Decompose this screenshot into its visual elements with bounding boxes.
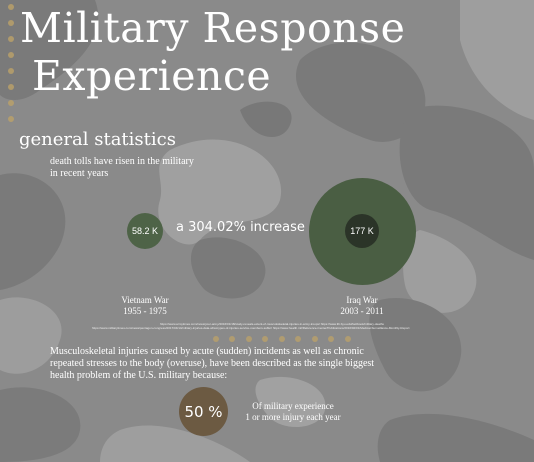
iraq-war-label: Iraq War 2003 - 2011 — [307, 295, 417, 317]
decorative-dot — [8, 20, 14, 26]
iraq-deaths-core: 177 K — [345, 214, 379, 248]
page-title: Military Response Experience — [20, 4, 405, 100]
decorative-dot — [8, 116, 14, 122]
injury-caption-line-1: Of military experience — [252, 401, 334, 411]
decorative-dot — [278, 336, 285, 342]
decorative-dot — [8, 68, 14, 74]
vietnam-war-name: Vietnam War — [121, 295, 169, 305]
iraq-war-name: Iraq War — [346, 295, 378, 305]
iraq-deaths-value: 177 K — [350, 226, 374, 236]
page-title-line-2: Experience — [32, 52, 272, 100]
decorative-dot — [8, 100, 14, 106]
injury-percent-caption: Of military experience 1 or more injury … — [233, 401, 353, 423]
vietnam-deaths-bubble: 58.2 K — [127, 213, 163, 249]
vietnam-war-label: Vietnam War 1955 - 1975 — [90, 295, 200, 317]
decorative-dot — [8, 84, 14, 90]
injury-percent-value: 50 % — [184, 402, 223, 421]
decorative-dot — [262, 336, 269, 342]
decorative-dot — [295, 336, 302, 342]
decorative-dot — [311, 336, 318, 342]
source-link-line-2[interactable]: https://www.militarytimes.com/news/penta… — [92, 326, 410, 330]
decorative-dot — [245, 336, 252, 342]
increase-label: a 304.02% increase — [176, 220, 305, 235]
page-title-line-1: Military Response — [20, 4, 406, 52]
decorative-dot — [8, 52, 14, 58]
decorative-dot — [213, 336, 219, 342]
decorative-dot — [8, 36, 14, 42]
iraq-war-years: 2003 - 2011 — [340, 306, 384, 316]
decorative-dot — [328, 336, 335, 342]
injury-percent-bubble: 50 % — [179, 387, 228, 436]
decorative-dot — [8, 4, 14, 10]
decorative-dot — [344, 336, 351, 342]
vietnam-war-years: 1955 - 1975 — [123, 306, 167, 316]
decorative-dot-row — [213, 329, 357, 347]
decorative-dot — [229, 336, 236, 342]
injury-paragraph: Musculoskeletal injuries caused by acute… — [50, 346, 375, 381]
injury-caption-line-2: 1 or more injury each year — [245, 412, 341, 422]
section-subtitle: general statistics — [19, 129, 176, 150]
vietnam-deaths-value: 58.2 K — [131, 226, 159, 236]
source-link-line-1[interactable]: https://www.armytimes.com/news/your-army… — [160, 322, 384, 326]
decorative-dot-column — [8, 4, 18, 132]
intro-note: death tolls have risen in the military i… — [50, 156, 194, 179]
